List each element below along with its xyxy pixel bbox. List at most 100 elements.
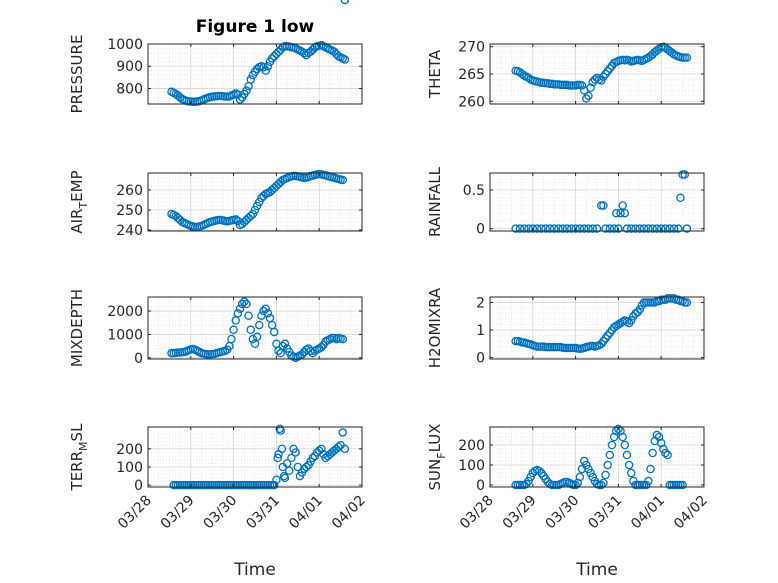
data-point [237, 299, 247, 309]
data-point [267, 54, 277, 63]
y-axis-label: THETA [426, 49, 444, 99]
data-point [274, 47, 283, 57]
chart-title: Figure 1 low [196, 17, 315, 37]
data-point [601, 470, 610, 480]
data-point [340, 444, 350, 454]
data-point [273, 453, 282, 463]
data-point [612, 321, 621, 331]
data-point [248, 334, 258, 344]
y-tick-label: 800 [116, 81, 143, 97]
y-axis-label: PRESSURE [68, 35, 86, 114]
data-point [669, 224, 679, 233]
data-point [554, 224, 563, 233]
axes-box [489, 296, 705, 360]
y-tick-label: 900 [116, 59, 143, 75]
subplot-6: 0 1 2 H2OMIXRA [426, 287, 705, 368]
axes-box [489, 172, 705, 232]
data-point [656, 224, 666, 233]
data-point [519, 224, 529, 233]
y-tick-label: 0 [134, 478, 143, 494]
data-point [667, 48, 677, 57]
data-point [297, 350, 307, 359]
data-point [614, 424, 623, 434]
axes-box [147, 426, 363, 488]
axes-background [490, 173, 704, 231]
data-point [571, 480, 580, 490]
data-point [567, 224, 576, 233]
data-point [592, 73, 602, 83]
data-point [646, 464, 655, 474]
data-point [599, 201, 608, 210]
data-point [302, 462, 311, 472]
y-tick-label: 270 [458, 40, 485, 56]
data-point [622, 224, 632, 233]
data-point [661, 224, 670, 233]
data-point [278, 341, 288, 351]
data-point [676, 193, 685, 202]
data-point [674, 224, 683, 233]
data-point [242, 86, 251, 95]
data-point [175, 93, 185, 102]
data-point [261, 66, 270, 75]
data-point [229, 325, 238, 334]
axes-box [147, 172, 363, 232]
y-tick-label: 0 [476, 351, 485, 367]
data-point [577, 81, 587, 90]
data-point [612, 208, 621, 218]
data-point [287, 453, 296, 463]
y-axis-label: AIRTEMP [68, 170, 90, 233]
y-tick-label: 0 [476, 222, 485, 238]
data-point [524, 224, 533, 233]
data-point [624, 460, 634, 470]
data-point [635, 305, 645, 314]
data-point [524, 476, 533, 486]
data-point [601, 224, 610, 233]
data-point [648, 448, 657, 458]
data-point [545, 224, 555, 233]
data-point [609, 224, 619, 233]
data-point [558, 224, 568, 233]
subplot-1: 800 900 1000 PRESSURE Figure 1 low [68, 17, 363, 114]
subplot-7: 0 100 200 03/28 03/29 03/30 03/31 04/01 04/02 Tim… [68, 423, 369, 580]
y-tick-label: 0.5 [463, 183, 485, 199]
data-point [549, 224, 559, 233]
data-point [515, 224, 525, 233]
x-tick-label: 03/30 [201, 493, 241, 533]
data-point [282, 459, 292, 468]
data-point [263, 309, 273, 318]
data-point [682, 53, 692, 62]
subplot-4: 0 0.5 RAINFALL [426, 166, 705, 238]
data-point [620, 440, 630, 450]
data-point [229, 90, 238, 99]
data-point [575, 472, 585, 482]
axes-box [147, 296, 363, 360]
subplot-2: 260 265 270 THETA [426, 40, 705, 110]
data-point [644, 224, 653, 233]
data-point [652, 224, 662, 233]
data-point [579, 224, 589, 233]
data-point [603, 460, 612, 470]
axes-box [489, 426, 705, 488]
data-point [526, 472, 535, 482]
y-tick-label: 2 [476, 296, 485, 312]
data-point [250, 205, 260, 215]
data-point [648, 224, 657, 233]
data-point [528, 224, 538, 233]
data-point [255, 197, 264, 207]
x-tick-label: 04/02 [329, 493, 369, 533]
data-point [641, 480, 651, 490]
data-point [233, 309, 243, 318]
data-point [338, 175, 347, 185]
y-tick-label: 250 [116, 203, 143, 219]
data-point [635, 224, 645, 233]
y-axis-label-main: MIXDEPTH [68, 289, 86, 367]
y-axis-label-subscript: T [77, 202, 90, 210]
y-axis-label: RAINFALL [426, 166, 444, 237]
data-point [659, 444, 668, 454]
subplot-3: 240 250 260 AIRTEMP [68, 0, 363, 239]
data-point [626, 224, 636, 233]
data-point [291, 448, 300, 457]
y-axis-label-rest: LUX [426, 424, 444, 453]
data-point [329, 47, 339, 57]
